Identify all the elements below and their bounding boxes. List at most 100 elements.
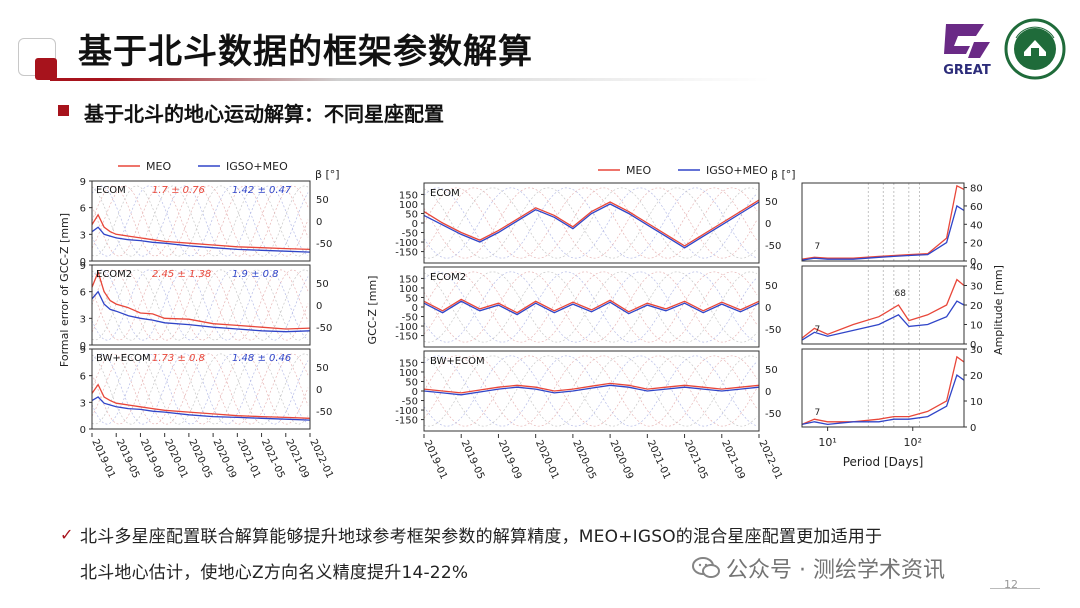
panel-label: BW+ECOM bbox=[96, 353, 151, 364]
page-number: 12 bbox=[1004, 578, 1018, 591]
beta-tick-label: 0 bbox=[765, 303, 771, 314]
beta-curves bbox=[91, 353, 309, 425]
panel-frame bbox=[423, 266, 760, 348]
beta-curve bbox=[91, 269, 309, 341]
series-meo bbox=[91, 270, 311, 330]
beta-tick-label: 50 bbox=[765, 197, 778, 208]
series-igso-meo bbox=[801, 204, 965, 261]
great-logo: GREAT bbox=[943, 24, 991, 78]
beta-curve bbox=[91, 269, 309, 341]
beta-curve bbox=[423, 271, 758, 343]
page-title: 基于北斗数据的框架参数解算 bbox=[78, 32, 533, 72]
beta-curve bbox=[91, 185, 309, 257]
x-tick-label: 2021-05 bbox=[259, 438, 287, 481]
y-tick-label: 60 bbox=[970, 202, 983, 213]
legend-label-meo: MEO bbox=[146, 160, 171, 173]
beta-curve bbox=[423, 271, 758, 343]
panel-label: BW+ECOM bbox=[430, 356, 485, 367]
y-tick-label: 50 bbox=[405, 293, 418, 304]
whu-logo bbox=[1004, 18, 1066, 80]
beta-curve bbox=[91, 185, 309, 257]
y-tick-label: -100 bbox=[395, 406, 418, 417]
x-tick-label: 2019-09 bbox=[496, 439, 524, 482]
beta-curves bbox=[91, 185, 309, 257]
conclusion-line-2: 北斗地心估计，使地心Z方向名义精度提升14-22% bbox=[80, 563, 469, 583]
x-tick-label: 2019-01 bbox=[421, 439, 449, 482]
y-tick-label: 20 bbox=[970, 239, 983, 250]
y-tick-label: 0 bbox=[412, 219, 418, 230]
panel-label: ECOM2 bbox=[430, 272, 466, 283]
beta-curve bbox=[423, 187, 758, 259]
y-tick-label: 3 bbox=[80, 314, 86, 325]
beta-curve bbox=[91, 185, 309, 257]
subtitle-bullet bbox=[58, 105, 69, 116]
series-meo bbox=[801, 184, 965, 260]
beta-curve bbox=[423, 187, 758, 259]
x-tick-label: 2020-09 bbox=[607, 439, 635, 482]
beta-curve bbox=[423, 355, 758, 427]
y-tick-label: -50 bbox=[402, 313, 418, 324]
x-tick-label: 2020-01 bbox=[162, 438, 190, 481]
beta-curve bbox=[91, 269, 309, 341]
panel-frame bbox=[91, 264, 311, 346]
beta-axis-title: β [°] bbox=[315, 168, 340, 181]
great-logo-text: GREAT bbox=[943, 63, 991, 78]
legend-label-meo: MEO bbox=[626, 164, 651, 177]
beta-tick-label: 50 bbox=[316, 363, 329, 374]
y-tick-label: 150 bbox=[399, 190, 418, 201]
panel-label: ECOM2 bbox=[96, 269, 132, 280]
beta-curve bbox=[91, 353, 309, 425]
legend-label-igso: IGSO+MEO bbox=[226, 160, 288, 173]
y-tick-label: 10 bbox=[970, 397, 983, 408]
beta-curve bbox=[91, 269, 309, 341]
series-meo bbox=[423, 298, 760, 314]
beta-tick-label: 0 bbox=[316, 217, 322, 228]
panel-frame bbox=[801, 265, 965, 345]
y-axis-title: GCC-Z [mm] bbox=[366, 276, 379, 345]
x-tick-label: 2020-05 bbox=[570, 439, 598, 482]
x-tick-label: 2021-01 bbox=[645, 439, 673, 482]
y-tick-label: 0 bbox=[80, 257, 86, 268]
beta-curve bbox=[423, 271, 758, 343]
y-tick-label: -50 bbox=[402, 397, 418, 408]
y-tick-label: 100 bbox=[399, 284, 418, 295]
y-tick-label: 40 bbox=[970, 220, 983, 231]
x-tick-label: 10² bbox=[904, 436, 922, 449]
beta-tick-label: 50 bbox=[316, 279, 329, 290]
section-subtitle: 基于北斗的地心运动解算：不同星座配置 bbox=[84, 102, 444, 126]
x-tick-label: 10¹ bbox=[818, 436, 836, 449]
y-tick-label: -150 bbox=[395, 416, 418, 427]
series-meo bbox=[423, 382, 760, 394]
beta-curve bbox=[91, 185, 309, 257]
y-tick-label: 9 bbox=[80, 261, 86, 272]
beta-curve bbox=[91, 353, 309, 425]
beta-curves bbox=[423, 271, 758, 343]
peak-annotation: 7 bbox=[814, 242, 820, 252]
x-tick-label: 2020-05 bbox=[186, 438, 214, 481]
stat-meo: 2.45 ± 1.38 bbox=[152, 269, 211, 280]
panel-label: ECOM bbox=[430, 188, 460, 199]
panel-frame bbox=[91, 348, 311, 430]
peak-annotation: 7 bbox=[814, 325, 820, 335]
beta-curve bbox=[91, 353, 309, 425]
y-tick-label: 9 bbox=[80, 345, 86, 356]
beta-curve bbox=[91, 269, 309, 341]
y-tick-label: 6 bbox=[80, 204, 86, 215]
page-number-line bbox=[990, 588, 1040, 589]
peak-annotation: 7 bbox=[814, 408, 820, 418]
panel-frame bbox=[91, 180, 311, 262]
beta-curve bbox=[423, 355, 758, 427]
x-tick-label: 2019-09 bbox=[138, 438, 166, 481]
beta-curve bbox=[91, 185, 309, 257]
y-tick-label: 3 bbox=[80, 230, 86, 241]
y-tick-label: 100 bbox=[399, 368, 418, 379]
y-tick-label: 30 bbox=[970, 282, 983, 293]
peak-annotation: 68 bbox=[894, 289, 906, 299]
beta-curve bbox=[423, 355, 758, 427]
series-igso-meo bbox=[91, 226, 311, 253]
beta-curve bbox=[423, 355, 758, 427]
beta-tick-label: -50 bbox=[316, 407, 332, 418]
y-tick-label: 50 bbox=[405, 377, 418, 388]
great-logo-mark-2 bbox=[968, 42, 990, 58]
